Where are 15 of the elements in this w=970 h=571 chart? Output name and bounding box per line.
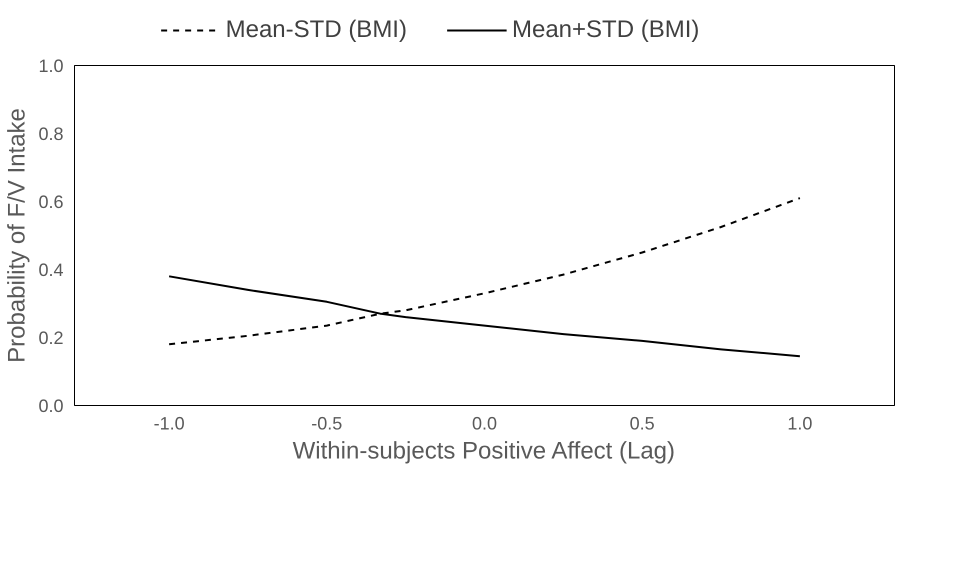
- y-tick-label: 1.0: [38, 56, 64, 76]
- x-tick-label: 1.0: [787, 414, 812, 434]
- y-axis-title: Probability of F/V Intake: [3, 108, 30, 363]
- x-tick-label: -0.5: [311, 414, 342, 434]
- y-tick-label: 0.4: [38, 260, 64, 280]
- x-tick-label: -1.0: [154, 414, 185, 434]
- x-axis-title: Within-subjects Positive Affect (Lag): [292, 438, 676, 464]
- y-tick-label: 0.2: [38, 328, 64, 348]
- legend-label: Mean-STD (BMI): [226, 16, 407, 44]
- x-tick-label: 0.5: [630, 414, 655, 434]
- y-tick-label: 0.6: [38, 192, 64, 212]
- y-tick-label: 0.0: [38, 396, 64, 416]
- y-tick-label: 0.8: [38, 124, 64, 144]
- legend-label: Mean+STD (BMI): [512, 16, 700, 44]
- x-tick-label: 0.0: [472, 414, 498, 434]
